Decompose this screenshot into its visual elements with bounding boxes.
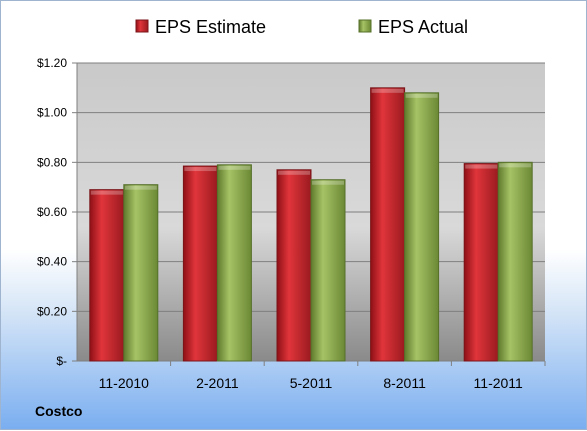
bar-eps-estimate — [463, 163, 499, 362]
legend-label: EPS Actual — [378, 17, 468, 37]
bar-eps-estimate — [370, 87, 406, 362]
y-tick-label: $0.40 — [37, 255, 67, 269]
bar-eps-estimate-highlight — [90, 190, 123, 195]
bar-eps-estimate-highlight — [465, 164, 498, 169]
x-tick-label: 2-2011 — [196, 375, 239, 391]
bar-eps-actual — [404, 92, 440, 362]
x-tick-label: 11-2011 — [474, 375, 524, 391]
labels: $- $0.20 $0.40 $0.60 $0.80 $1.00 $1.20 11-2010 2… — [37, 56, 523, 391]
bar-eps-actual — [123, 184, 159, 362]
bar-eps-actual-highlight — [124, 185, 157, 190]
x-tick-label: 11-2010 — [99, 375, 150, 391]
bar-eps-actual-highlight — [312, 180, 344, 185]
bars — [89, 87, 533, 362]
y-tick-label: $1.00 — [37, 106, 67, 120]
y-tick-label: $0.20 — [37, 304, 67, 318]
bar-eps-estimate-highlight — [184, 167, 217, 172]
bar-eps-estimate — [89, 189, 125, 362]
y-tick-label: $0.80 — [37, 155, 67, 169]
bar-eps-estimate-highlight — [371, 88, 404, 93]
bar-eps-estimate — [182, 165, 218, 362]
bar-eps-actual — [310, 179, 346, 362]
legend-swatch — [135, 19, 149, 33]
bar-eps-estimate — [276, 169, 312, 362]
legend-swatch — [358, 19, 372, 33]
bar-eps-actual-highlight — [218, 165, 251, 170]
bar-eps-estimate-highlight — [278, 170, 310, 175]
x-tick-label: 5-2011 — [290, 375, 333, 391]
bar-eps-actual — [216, 164, 252, 362]
y-tick-label: $0.60 — [37, 205, 67, 219]
bar-eps-actual-highlight — [405, 93, 438, 98]
legend-label: EPS Estimate — [155, 17, 266, 37]
legend: EPS Estimate EPS Actual — [135, 17, 468, 37]
x-tick-label: 8-2011 — [383, 375, 426, 391]
company-label: Costco — [35, 403, 83, 419]
bar-eps-actual — [497, 161, 533, 362]
y-tick-label: $1.20 — [37, 56, 67, 70]
bar-eps-actual-highlight — [499, 163, 532, 168]
y-tick-label: $- — [56, 354, 67, 368]
